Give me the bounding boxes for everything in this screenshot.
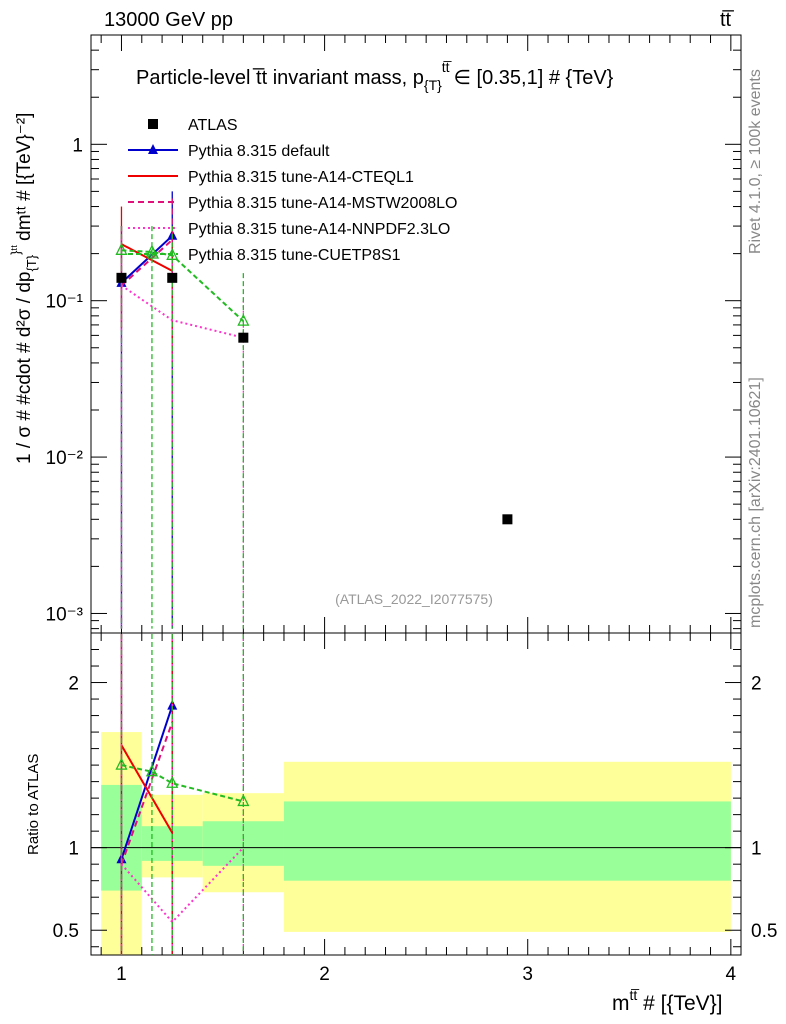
series-marker xyxy=(237,313,250,326)
legend-label: Pythia 8.315 tune-CUETP8S1 xyxy=(188,247,401,264)
main-series-layer xyxy=(115,191,513,629)
atlas-point xyxy=(167,272,178,283)
legend-marker xyxy=(148,119,158,129)
legend-label: ATLAS xyxy=(188,117,238,134)
atlas-data xyxy=(116,272,513,525)
header-energy: 13000 GeV pp xyxy=(104,9,233,31)
series-marker xyxy=(115,757,128,770)
x-tick-label: 3 xyxy=(522,964,533,985)
series-marker xyxy=(145,764,158,777)
ratio-tick-label: 1 xyxy=(68,839,79,860)
series-4 xyxy=(115,226,250,629)
series-line xyxy=(121,243,173,272)
y-tick-label: 10⁻¹ xyxy=(46,292,84,313)
rivet-version-label: Rivet 4.1.0, ≥ 100k events xyxy=(747,69,764,254)
title-tail: ∈ [0.35,1] # {TeV} xyxy=(454,67,614,89)
ratio-band-green xyxy=(283,801,731,881)
series-3 xyxy=(120,238,244,629)
legend-label: Pythia 8.315 tune-A14-NNPDF2.3LO xyxy=(188,221,450,238)
legend-entry: ATLAS xyxy=(148,117,238,134)
atlas-point xyxy=(116,272,127,283)
axes: 1 2 3 4 10⁻³ 10⁻² 10⁻¹ 1 0.5 0.5 1 1 2 2 xyxy=(46,34,777,985)
x-axis-title: mtt̅ # [{TeV}] xyxy=(612,987,723,1015)
series-marker xyxy=(237,793,250,807)
ratio-series-line xyxy=(121,764,244,803)
title-sub: {T} xyxy=(424,77,442,93)
ratio-tick-label: 2 xyxy=(68,674,79,695)
mcplots-label: mcplots.cern.ch [arXiv:2401.10621] xyxy=(747,377,764,628)
legend: ATLAS Pythia 8.315 default Pythia 8.315 tu… xyxy=(128,117,457,264)
analysis-tag: (ATLAS_2022_I2077575) xyxy=(335,591,493,607)
legend-entry: Pythia 8.315 tune-A14-NNPDF2.3LO xyxy=(128,221,450,238)
header-process: tt̅ xyxy=(720,9,734,31)
legend-entry: Pythia 8.315 tune-CUETP8S1 xyxy=(128,246,401,264)
ratio-series-4 xyxy=(115,634,250,955)
series-marker xyxy=(166,775,179,788)
series-marker xyxy=(146,246,160,259)
x-tick-label: 1 xyxy=(116,964,127,985)
atlas-point xyxy=(238,332,249,343)
ratio-plot-frame xyxy=(90,632,742,956)
ratio-tick-label-right: 0.5 xyxy=(751,921,777,942)
ratio-y-axis-title: Ratio to ATLAS xyxy=(25,754,42,855)
title-sup: tt̅ xyxy=(442,59,453,75)
legend-entry: Pythia 8.315 tune-A14-CTEQL1 xyxy=(128,169,414,186)
series-line xyxy=(120,239,173,287)
svg-text:Particle-level t̅t invariant m: Particle-level t̅t invariant mass, p{T}t… xyxy=(136,59,614,93)
x-tick-label: 2 xyxy=(319,964,330,985)
series-marker xyxy=(148,144,158,154)
ratio-uncertainty-bands xyxy=(91,732,741,955)
ratio-series-line xyxy=(120,744,174,834)
legend-label: Pythia 8.315 tune-A14-MSTW2008LO xyxy=(188,195,457,212)
x-tick-label: 4 xyxy=(726,964,737,985)
ratio-series-line xyxy=(120,846,245,924)
legend-entry: Pythia 8.315 default xyxy=(128,143,330,160)
series-2 xyxy=(120,198,173,629)
y-axis-title: 1 / σ # #cdot # d²σ / dp{T}}ᵗᵗdmᵗᵗ # [{T… xyxy=(8,113,39,464)
ratio-tick-label-right: 2 xyxy=(751,674,762,695)
legend-label: Pythia 8.315 default xyxy=(188,143,330,160)
ratio-tick-label: 0.5 xyxy=(53,921,79,942)
ratio-series-line xyxy=(120,705,174,860)
series-line xyxy=(120,284,244,339)
series-line xyxy=(120,235,173,284)
ratio-series-line xyxy=(120,721,174,865)
legend-label: Pythia 8.315 tune-A14-CTEQL1 xyxy=(188,169,414,186)
y-tick-label: 10⁻³ xyxy=(46,604,84,625)
title-main: Particle-level t̅t invariant mass, p xyxy=(136,67,424,89)
svg-text:1 / σ # #cdot # d²σ / dp{T}}ᵗᵗ: 1 / σ # #cdot # d²σ / dp{T}}ᵗᵗdmᵗᵗ # [{T… xyxy=(8,113,39,464)
y-tick-label: 10⁻² xyxy=(46,448,84,469)
ratio-series-layer xyxy=(115,634,250,955)
chart-title: Particle-level t̅t invariant mass, p{T}t… xyxy=(136,59,614,93)
legend-entry: Pythia 8.315 tune-A14-MSTW2008LO xyxy=(128,195,457,212)
atlas-point xyxy=(502,514,513,525)
series-marker xyxy=(115,242,128,255)
y-tick-label: 1 xyxy=(72,135,83,156)
ratio-tick-label-right: 1 xyxy=(751,839,762,860)
